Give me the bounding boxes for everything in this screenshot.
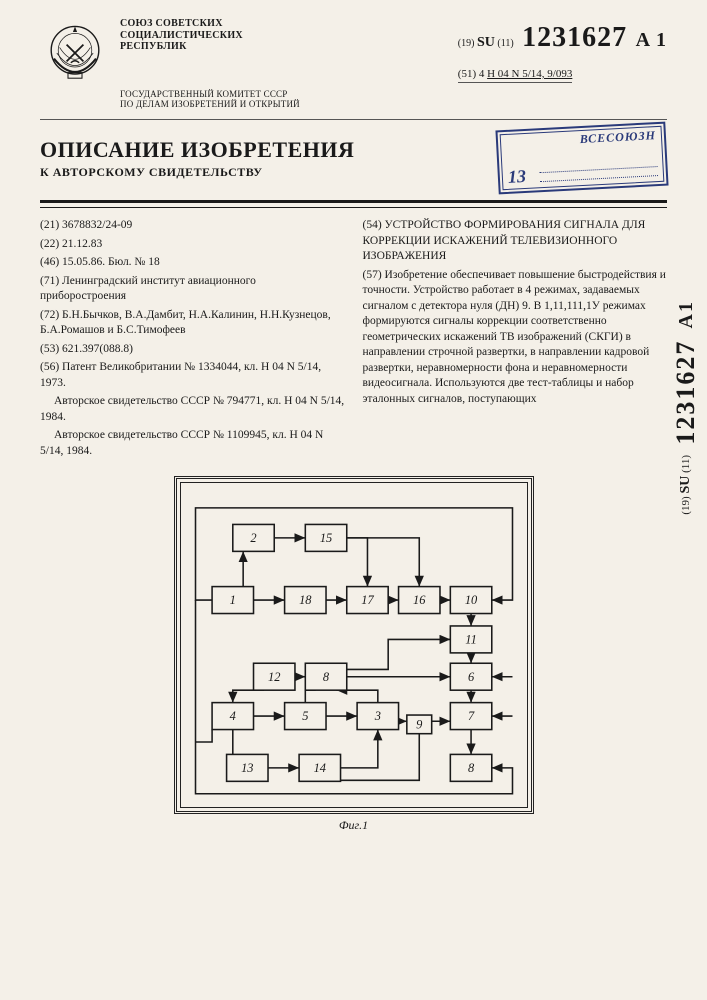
- title-row: ОПИСАНИЕ ИЗОБРЕТЕНИЯ К АВТОРСКОМУ СВИДЕТ…: [0, 120, 707, 196]
- field-56-a: (56) Патент Великобритании № 1334044, кл…: [40, 360, 345, 391]
- svg-text:8: 8: [322, 670, 329, 684]
- class-prefix: (51) 4: [458, 68, 485, 80]
- doc-number: 1231627: [516, 22, 633, 53]
- country-prefix: (19): [458, 38, 475, 49]
- svg-text:9: 9: [416, 718, 423, 732]
- field-53: (53) 621.397(088.8): [40, 342, 345, 358]
- class-code: H 04 N 5/14, 9/093: [487, 68, 572, 80]
- field-21: (21) 3678832/24-09: [40, 218, 345, 234]
- field-22: (22) 21.12.83: [40, 237, 345, 253]
- svg-text:1: 1: [229, 594, 235, 608]
- field-46: (46) 15.05.86. Бюл. № 18: [40, 255, 345, 271]
- svg-text:4: 4: [229, 710, 235, 724]
- divider-thin: [40, 207, 667, 208]
- body-columns: (21) 3678832/24-09 (22) 21.12.83 (46) 15…: [0, 218, 707, 462]
- org-line: СОЦИАЛИСТИЧЕСКИХ: [120, 30, 448, 42]
- svg-text:12: 12: [268, 670, 280, 684]
- svg-text:2: 2: [250, 531, 256, 545]
- org-line: СОЮЗ СОВЕТСКИХ: [120, 18, 448, 30]
- svg-text:8: 8: [467, 761, 474, 775]
- ussr-emblem: [40, 18, 110, 88]
- country-code: SU: [477, 35, 495, 50]
- kind-code: A 1: [636, 29, 667, 51]
- svg-text:13: 13: [241, 761, 253, 775]
- org-bottom: ГОСУДАРСТВЕННЫЙ КОМИТЕТ СССР ПО ДЕЛАМ ИЗ…: [120, 89, 448, 110]
- doc-prefix: (11): [497, 38, 513, 49]
- patent-page: СОЮЗ СОВЕТСКИХ СОЦИАЛИСТИЧЕСКИХ РЕСПУБЛИ…: [0, 0, 707, 1000]
- svg-text:18: 18: [299, 594, 312, 608]
- org-line: ПО ДЕЛАМ ИЗОБРЕТЕНИЙ И ОТКРЫТИЙ: [120, 99, 448, 109]
- block-diagram-svg: 1234567889101112131415161718: [181, 483, 527, 806]
- figure-1: 1234567889101112131415161718 Фиг.1: [174, 476, 534, 832]
- svg-text:15: 15: [319, 531, 331, 545]
- doc-codes: (19) SU (11) 1231627 A 1 (51) 4 H 04 N 5…: [458, 18, 667, 83]
- divider-thick: [40, 200, 667, 203]
- side-country: SU: [678, 476, 693, 494]
- right-column: (54) УСТРОЙСТВО ФОРМИРОВАНИЯ СИГНАЛА ДЛЯ…: [363, 218, 668, 462]
- svg-text:17: 17: [361, 594, 374, 608]
- side-mid: (11): [680, 455, 692, 473]
- title-block: ОПИСАНИЕ ИЗОБРЕТЕНИЯ К АВТОРСКОМУ СВИДЕТ…: [40, 137, 354, 180]
- svg-text:11: 11: [465, 633, 477, 647]
- svg-text:14: 14: [313, 761, 325, 775]
- svg-text:3: 3: [373, 710, 380, 724]
- field-57: (57) Изобретение обеспечивает повышение …: [363, 268, 668, 408]
- figure-label: Фиг.1: [174, 818, 534, 833]
- side-kind: A1: [675, 300, 697, 328]
- svg-text:7: 7: [467, 710, 474, 724]
- library-stamp: ВСЕСОЮЗН 13: [495, 122, 668, 195]
- field-56-c: Авторское свидетельство СССР № 1109945, …: [40, 428, 345, 459]
- issuing-org: СОЮЗ СОВЕТСКИХ СОЦИАЛИСТИЧЕСКИХ РЕСПУБЛИ…: [120, 18, 448, 109]
- field-72: (72) Б.Н.Бычков, В.А.Дамбит, Н.А.Калинин…: [40, 308, 345, 339]
- doc-number-line: (19) SU (11) 1231627 A 1: [458, 22, 667, 54]
- doc-title: ОПИСАНИЕ ИЗОБРЕТЕНИЯ: [40, 137, 354, 163]
- svg-text:5: 5: [302, 710, 308, 724]
- left-column: (21) 3678832/24-09 (22) 21.12.83 (46) 15…: [40, 218, 345, 462]
- figure-frame: 1234567889101112131415161718: [174, 476, 534, 813]
- org-line: ГОСУДАРСТВЕННЫЙ КОМИТЕТ СССР: [120, 89, 448, 99]
- header: СОЮЗ СОВЕТСКИХ СОЦИАЛИСТИЧЕСКИХ РЕСПУБЛИ…: [0, 0, 707, 115]
- svg-text:16: 16: [413, 594, 426, 608]
- org-line: РЕСПУБЛИК: [120, 41, 448, 53]
- side-doc-code: (19) SU (11) 1231627 A1: [671, 300, 701, 515]
- org-top: СОЮЗ СОВЕТСКИХ СОЦИАЛИСТИЧЕСКИХ РЕСПУБЛИ…: [120, 18, 448, 53]
- side-prefix: (19): [680, 496, 692, 514]
- ipc-class: (51) 4 H 04 N 5/14, 9/093: [458, 68, 573, 83]
- field-71: (71) Ленинградский институт авиационного…: [40, 274, 345, 305]
- doc-subtitle: К АВТОРСКОМУ СВИДЕТЕЛЬСТВУ: [40, 165, 354, 180]
- field-56-b: Авторское свидетельство СССР № 794771, к…: [40, 394, 345, 425]
- stamp-number: 13: [507, 166, 526, 188]
- side-number: 1231627: [671, 339, 700, 444]
- field-54: (54) УСТРОЙСТВО ФОРМИРОВАНИЯ СИГНАЛА ДЛЯ…: [363, 218, 668, 265]
- svg-text:6: 6: [467, 670, 474, 684]
- svg-text:10: 10: [464, 594, 477, 608]
